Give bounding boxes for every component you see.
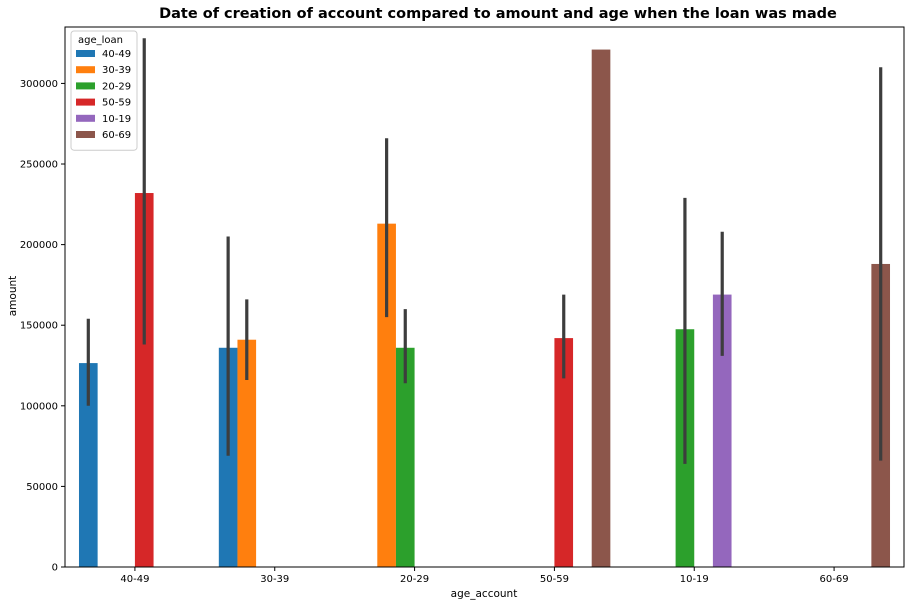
y-tick-label: 50000 bbox=[26, 482, 58, 493]
bar bbox=[237, 339, 257, 567]
y-tick-label: 250000 bbox=[20, 160, 58, 171]
legend-entry: 10-19 bbox=[102, 114, 131, 125]
y-tick-label: 150000 bbox=[20, 321, 58, 332]
legend-swatch bbox=[76, 98, 95, 106]
x-tick-label: 30-39 bbox=[260, 574, 289, 585]
bar bbox=[134, 193, 154, 567]
legend-entry: 40-49 bbox=[102, 49, 131, 60]
legend-swatch bbox=[76, 131, 95, 138]
legend-swatch bbox=[76, 66, 95, 74]
x-axis-label: age_account bbox=[451, 588, 518, 600]
y-axis-label: amount bbox=[7, 276, 19, 317]
y-tick-label: 200000 bbox=[20, 240, 58, 251]
bar bbox=[395, 347, 415, 567]
bar bbox=[712, 294, 732, 567]
x-tick-label: 20-29 bbox=[400, 574, 429, 585]
chart-title: Date of creation of account compared to … bbox=[159, 6, 837, 22]
legend-swatch bbox=[76, 50, 95, 57]
x-tick-label: 50-59 bbox=[540, 574, 569, 585]
legend-swatch bbox=[76, 114, 95, 122]
legend-entry: 20-29 bbox=[102, 81, 131, 92]
bar bbox=[78, 363, 98, 567]
bar bbox=[591, 49, 611, 568]
x-tick-label: 60-69 bbox=[820, 574, 849, 585]
x-tick-label: 10-19 bbox=[680, 574, 709, 585]
legend-entry: 30-39 bbox=[102, 65, 131, 76]
legend-entry: 60-69 bbox=[102, 130, 131, 141]
bar bbox=[218, 347, 238, 567]
x-tick-label: 40-49 bbox=[120, 574, 149, 585]
bar bbox=[377, 223, 396, 567]
legend-title: age_loan bbox=[78, 35, 123, 46]
y-tick-label: 0 bbox=[52, 563, 58, 574]
legend-swatch bbox=[76, 82, 95, 90]
plot-background bbox=[65, 27, 904, 567]
bar bbox=[554, 338, 574, 567]
y-tick-label: 300000 bbox=[20, 79, 58, 90]
y-tick-label: 100000 bbox=[20, 401, 58, 412]
plot-frame bbox=[64, 26, 905, 568]
plot-area: 0 50000 100000 150000 200000 250000 300000 40-4… bbox=[20, 26, 905, 585]
legend: age_loan 40-49 30-39 20-29 50-59 10-19 60-69 bbox=[70, 30, 138, 151]
legend-entry: 50-59 bbox=[102, 98, 131, 109]
